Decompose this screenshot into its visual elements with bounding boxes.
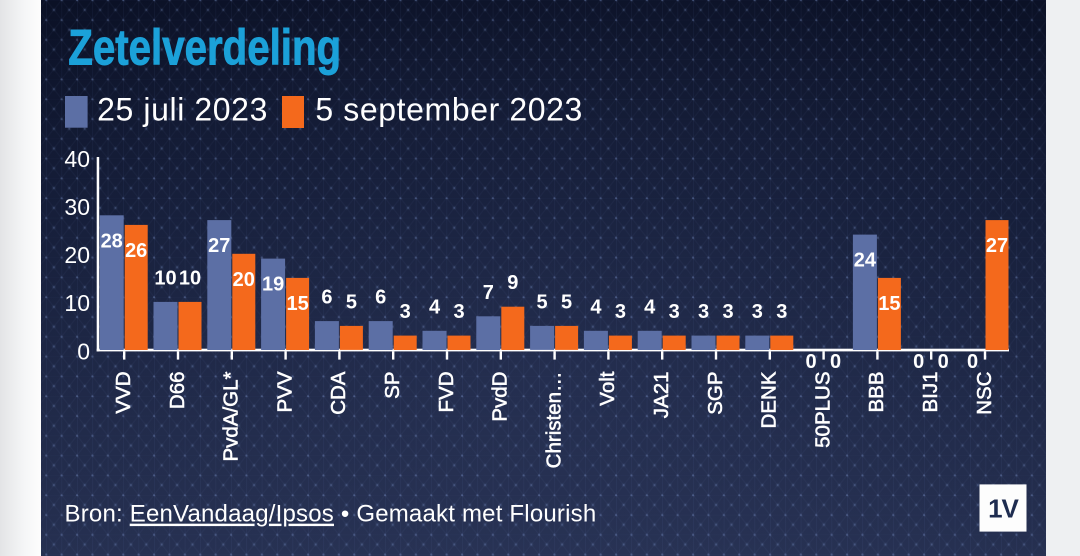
- svg-text:PvdD: PvdD: [489, 372, 512, 422]
- svg-text:15: 15: [878, 293, 900, 315]
- svg-text:40: 40: [64, 146, 90, 172]
- svg-text:10: 10: [179, 267, 201, 289]
- svg-text:0: 0: [913, 351, 924, 373]
- svg-text:26: 26: [125, 240, 147, 262]
- svg-text:27: 27: [986, 235, 1008, 257]
- svg-text:0: 0: [830, 351, 841, 373]
- svg-text:3: 3: [698, 301, 709, 323]
- svg-text:10: 10: [154, 267, 176, 289]
- svg-text:4: 4: [429, 296, 441, 318]
- svg-text:3: 3: [669, 301, 680, 323]
- svg-text:BIJ1: BIJ1: [919, 372, 942, 413]
- svg-text:BBB: BBB: [865, 372, 888, 413]
- svg-text:28: 28: [101, 230, 123, 252]
- svg-text:FVD: FVD: [435, 372, 458, 413]
- svg-text:PVV: PVV: [273, 371, 296, 412]
- svg-text:SP: SP: [381, 372, 404, 399]
- svg-text:6: 6: [321, 287, 332, 309]
- svg-text:24: 24: [854, 250, 877, 272]
- svg-text:5: 5: [561, 291, 572, 313]
- svg-text:9: 9: [507, 272, 518, 294]
- svg-text:Zetelverdeling: Zetelverdeling: [68, 19, 341, 75]
- svg-text:20: 20: [233, 269, 255, 291]
- svg-text:3: 3: [615, 301, 626, 323]
- svg-text:0: 0: [806, 351, 817, 373]
- svg-text:6: 6: [375, 287, 386, 309]
- svg-text:3: 3: [776, 301, 787, 323]
- svg-text:DENK: DENK: [758, 371, 781, 428]
- svg-text:0: 0: [77, 338, 90, 364]
- svg-text:27: 27: [208, 235, 230, 257]
- svg-text:0: 0: [967, 351, 978, 373]
- svg-text:D66: D66: [166, 372, 189, 410]
- svg-text:20: 20: [64, 242, 90, 268]
- svg-text:7: 7: [483, 282, 494, 304]
- svg-text:5: 5: [537, 291, 548, 313]
- svg-text:30: 30: [64, 194, 90, 220]
- svg-text:19: 19: [262, 274, 284, 296]
- svg-text:PvdA/GL*: PvdA/GL*: [220, 371, 243, 461]
- svg-text:SGP: SGP: [704, 372, 727, 415]
- svg-text:3: 3: [722, 301, 733, 323]
- svg-text:VVD: VVD: [112, 372, 135, 414]
- svg-text:Volt: Volt: [596, 371, 619, 405]
- svg-text:5: 5: [346, 291, 357, 313]
- svg-text:Christen…: Christen…: [542, 372, 565, 469]
- svg-text:4: 4: [590, 296, 602, 318]
- svg-text:NSC: NSC: [973, 371, 996, 414]
- svg-text:3: 3: [453, 301, 464, 323]
- svg-text:Bron: EenVandaag/Ipsos • Gemaa: Bron: EenVandaag/Ipsos • Gemaakt met Flo…: [65, 501, 597, 528]
- svg-text:25 juli 2023: 25 juli 2023: [97, 92, 268, 128]
- svg-text:4: 4: [644, 296, 656, 318]
- svg-text:1V: 1V: [988, 494, 1019, 524]
- svg-text:50PLUS: 50PLUS: [811, 372, 834, 448]
- svg-text:3: 3: [400, 301, 411, 323]
- svg-text:5 september 2023: 5 september 2023: [315, 92, 583, 128]
- svg-text:10: 10: [64, 290, 90, 316]
- svg-text:JA21: JA21: [650, 372, 673, 419]
- svg-text:0: 0: [938, 351, 949, 373]
- svg-text:15: 15: [286, 293, 308, 315]
- svg-text:CDA: CDA: [327, 371, 350, 415]
- svg-text:3: 3: [752, 301, 763, 323]
